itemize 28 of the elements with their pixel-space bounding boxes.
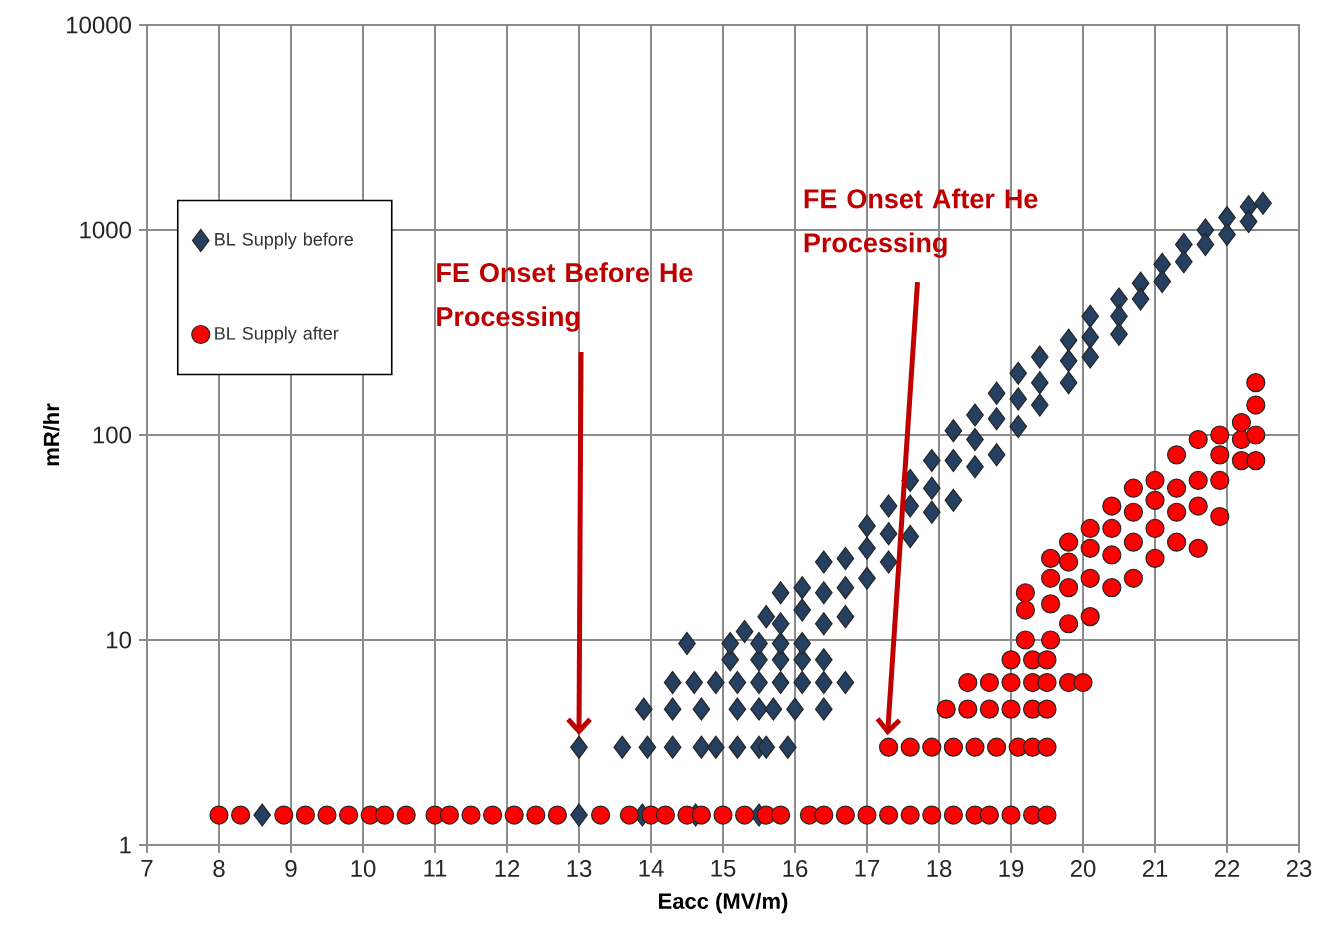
x-tick-label: 9 xyxy=(285,860,297,878)
x-tick-label: 23 xyxy=(1286,860,1312,878)
x-tick-label: 15 xyxy=(711,860,736,877)
y-tick-label: 1 xyxy=(120,836,131,854)
annotation: FE Onset Before He Processing xyxy=(437,262,693,332)
x-tick-label: 13 xyxy=(567,860,592,878)
x-tick-label: 7 xyxy=(141,860,153,877)
x-tick-label: 20 xyxy=(1070,860,1096,878)
x-tick-label: 11 xyxy=(424,860,447,877)
y-tick-label: 1000 xyxy=(80,221,131,239)
x-tick-label: 16 xyxy=(783,860,808,878)
x-tick-label: 22 xyxy=(1214,860,1240,877)
y-tick-label: 10 xyxy=(107,631,131,649)
annotation: FE Onset After He Processing xyxy=(804,188,1038,258)
legend-label: BL Supply before xyxy=(215,232,354,250)
y-tick-label: 10000 xyxy=(67,16,131,34)
x-tick-label: 21 xyxy=(1142,860,1168,877)
x-tick-label: 8 xyxy=(213,860,225,878)
y-axis-title: mR/hr xyxy=(43,403,60,466)
x-axis-title: Eacc (MV/m) xyxy=(659,892,788,914)
x-tick-label: 17 xyxy=(855,860,880,877)
legend-label: BL Supply after xyxy=(215,326,339,344)
x-tick-label: 12 xyxy=(495,860,520,877)
x-tick-label: 10 xyxy=(351,860,376,878)
y-tick-label: 100 xyxy=(93,426,131,444)
x-tick-label: 14 xyxy=(639,860,664,877)
x-tick-label: 19 xyxy=(999,860,1024,878)
x-tick-label: 18 xyxy=(927,860,952,878)
